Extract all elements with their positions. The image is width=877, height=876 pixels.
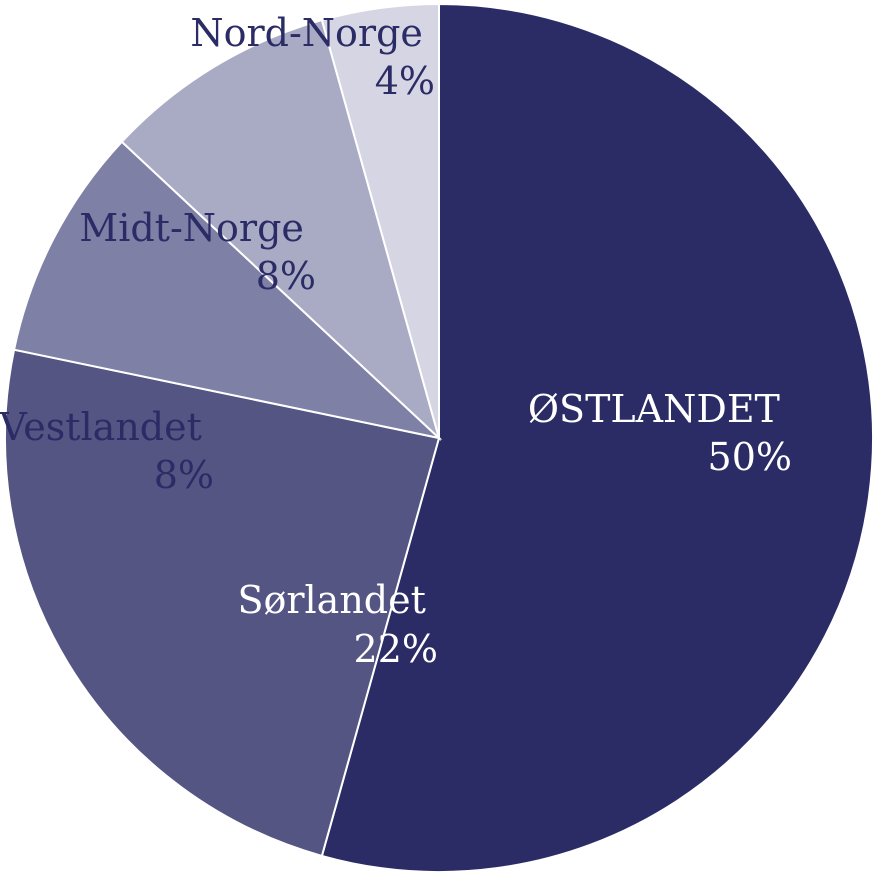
pie-slice-sorlandet — [4, 348, 441, 858]
slice-label-ostlandet: ØSTLANDET 50% — [528, 387, 792, 479]
pie-slice-midt-norge — [120, 18, 441, 442]
slice-label-sorlandet: Sørlandet 22% — [237, 578, 438, 671]
pie-slice-vestlandet — [12, 140, 443, 440]
slice-label-midt-norge: Midt-Norge 8% — [79, 206, 316, 298]
pie-slice-nord-norge — [320, 2, 440, 439]
slice-percent-nord-norge: 4% — [375, 59, 435, 103]
slice-percent-ostlandet: 50% — [708, 435, 792, 479]
pie-slice-ostlandet — [320, 2, 874, 873]
slice-percent-vestlandet: 8% — [154, 453, 214, 497]
pie-slices — [4, 2, 874, 873]
slice-name-ostlandet: ØSTLANDET — [528, 387, 780, 431]
slice-percent-sorlandet: 22% — [354, 627, 438, 671]
slice-name-nord-norge: Nord-Norge — [190, 11, 423, 55]
slice-name-sorlandet: Sørlandet — [237, 578, 425, 622]
slice-label-vestlandet: Vestlandet 8% — [0, 405, 214, 497]
pie-labels: ØSTLANDET 50% Sørlandet 22% Vestlandet 8… — [0, 11, 792, 671]
slice-name-vestlandet: Vestlandet — [0, 405, 202, 449]
slice-name-midt-norge: Midt-Norge — [79, 206, 304, 250]
slice-percent-midt-norge: 8% — [256, 254, 316, 298]
slice-label-nord-norge: Nord-Norge 4% — [190, 11, 435, 103]
